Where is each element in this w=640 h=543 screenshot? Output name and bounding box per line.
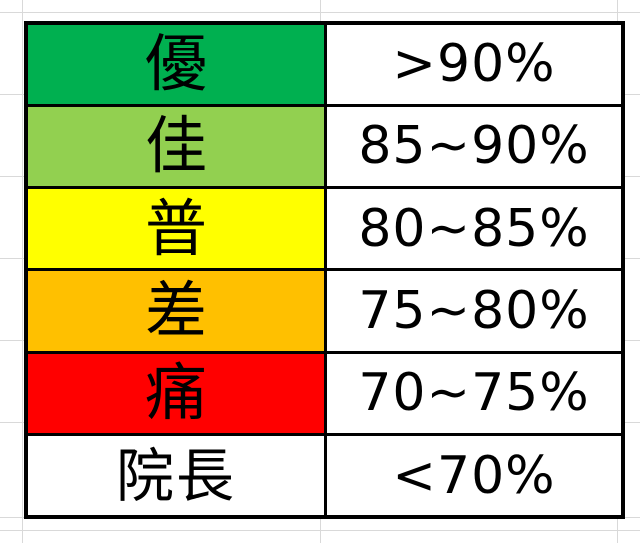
range-cell: >90% bbox=[324, 21, 625, 107]
gridline-vertical-0 bbox=[22, 0, 23, 543]
range-cell: 70~75% bbox=[324, 350, 625, 437]
table-row: 院長 <70% bbox=[24, 433, 625, 519]
range-cell: 80~85% bbox=[324, 186, 625, 272]
grade-cell: 痛 bbox=[24, 350, 327, 437]
range-cell: <70% bbox=[324, 433, 625, 519]
table-row: 差 75~80% bbox=[24, 268, 625, 354]
range-cell: 85~90% bbox=[324, 103, 625, 190]
grade-cell: 佳 bbox=[24, 103, 327, 190]
range-cell: 75~80% bbox=[324, 268, 625, 354]
grade-cell: 差 bbox=[24, 268, 327, 354]
performance-rating-table: 優 >90% 佳 85~90% 普 80~85% 差 75~80% 痛 70~75% 院長 <70% bbox=[24, 21, 625, 519]
table-row: 佳 85~90% bbox=[24, 103, 625, 190]
table-row: 普 80~85% bbox=[24, 186, 625, 272]
grade-cell: 優 bbox=[24, 21, 327, 107]
rating-table-body: 優 >90% 佳 85~90% 普 80~85% 差 75~80% 痛 70~75% 院長 <70% bbox=[24, 21, 625, 519]
table-row: 痛 70~75% bbox=[24, 350, 625, 437]
grade-cell: 院長 bbox=[24, 433, 327, 519]
table-row: 優 >90% bbox=[24, 21, 625, 107]
gridline-horizontal-0 bbox=[0, 12, 640, 13]
gridline-horizontal-7 bbox=[0, 530, 640, 531]
grade-cell: 普 bbox=[24, 186, 327, 272]
